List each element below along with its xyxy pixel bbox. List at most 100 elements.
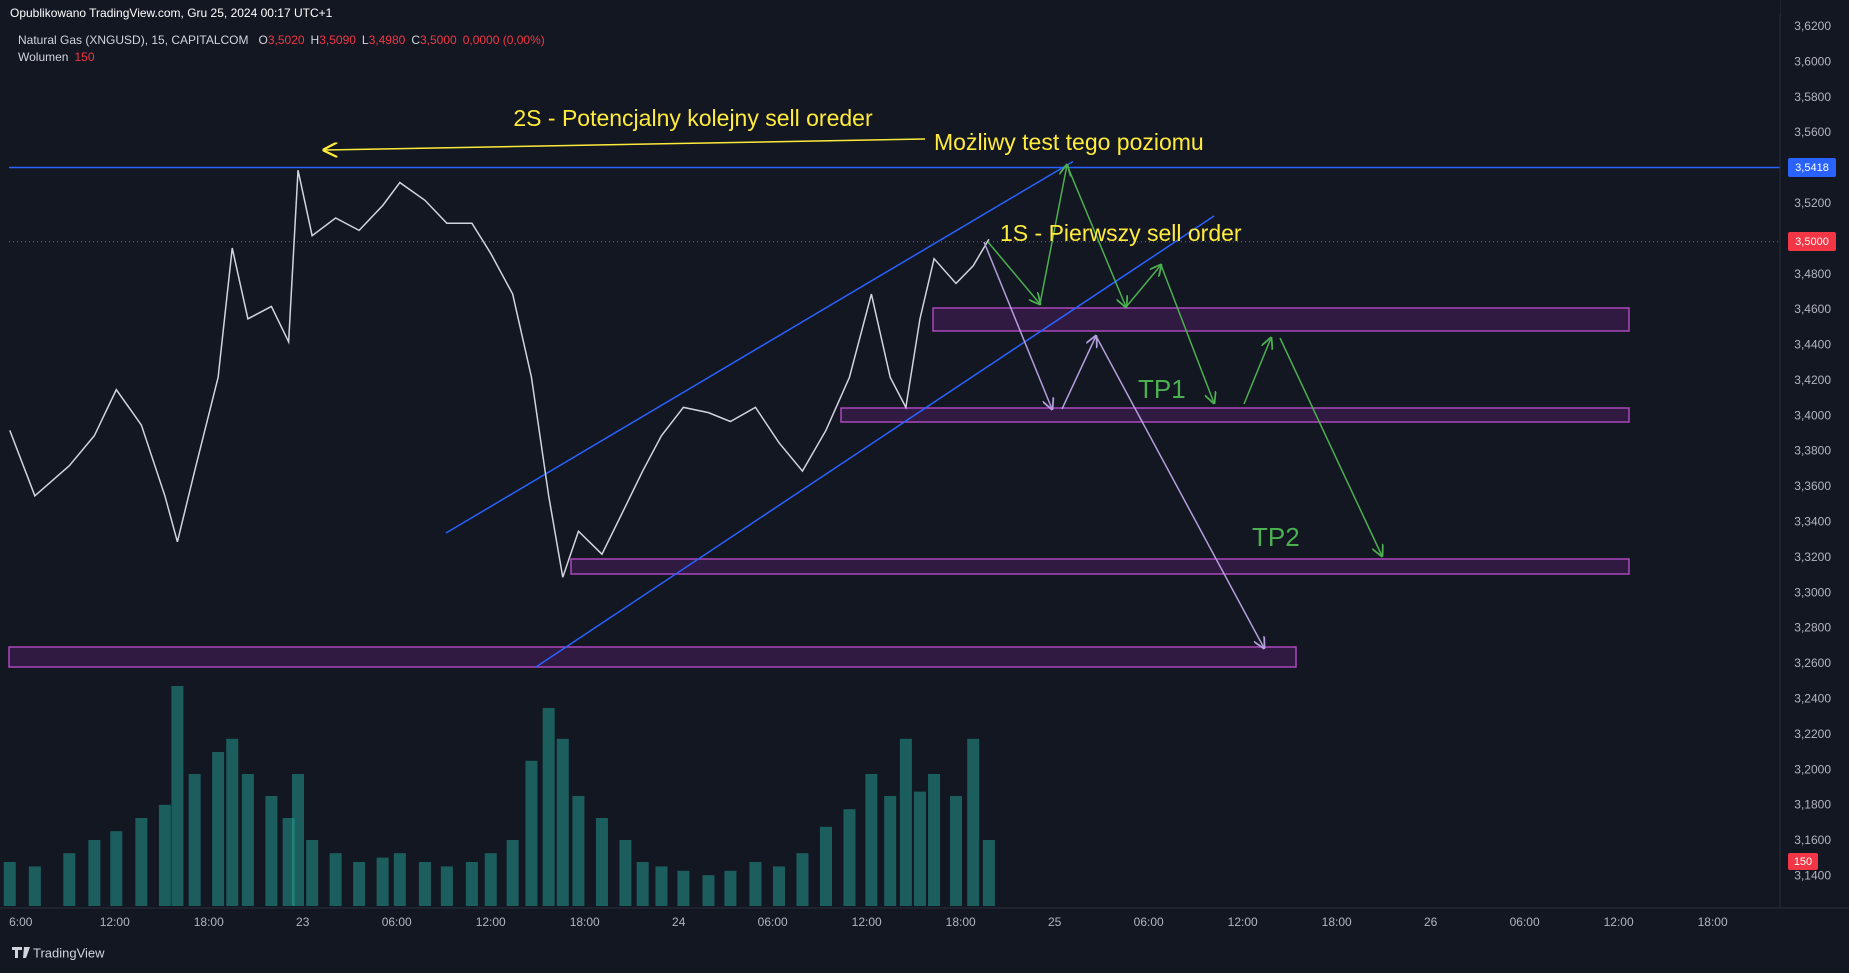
volume-bar	[506, 840, 519, 906]
volume-bar	[619, 840, 632, 906]
ohlc-value: 3,4980	[369, 33, 406, 47]
volume-bar	[677, 870, 690, 906]
volume-bar	[158, 804, 171, 906]
ohlc-value: 3,5090	[319, 33, 356, 47]
price-axis	[1780, 0, 1849, 908]
header-bar	[0, 0, 1780, 14]
volume-bar	[982, 840, 995, 906]
arrow	[1066, 164, 1126, 307]
y-tick-label: 3,5800	[1794, 90, 1831, 104]
volume-bar	[525, 760, 538, 906]
y-tick-label: 3,3200	[1794, 550, 1831, 564]
ohlc-label: O	[259, 33, 268, 47]
volume-bar	[655, 866, 668, 906]
price-tag	[1788, 158, 1836, 177]
annotation: 2S - Potencjalny kolejny sell oreder	[513, 105, 873, 131]
volume-bar	[393, 853, 406, 906]
volume-bar	[465, 862, 478, 906]
x-tick-label: 12:00	[476, 915, 506, 929]
zones	[8, 307, 1630, 668]
volume-bar	[843, 809, 856, 906]
y-tick-label: 3,3600	[1794, 479, 1831, 493]
zone	[8, 646, 1297, 668]
volume-bar	[282, 818, 295, 906]
symbol-name: Natural Gas (XNGUSD), 15, CAPITALCOM	[18, 33, 249, 47]
y-tick-label: 3,2400	[1794, 692, 1831, 706]
volume-bar	[241, 774, 254, 906]
channel-upper	[445, 160, 1074, 534]
volume-tag	[1788, 853, 1818, 870]
volume-tag-label: 150	[1794, 856, 1812, 868]
y-tick-label: 3,4000	[1794, 408, 1831, 422]
ohlc-value: 3,5000	[420, 33, 457, 47]
x-tick-label: 12:00	[100, 915, 130, 929]
y-tick-label: 3,1600	[1794, 833, 1831, 847]
zone	[932, 307, 1630, 332]
volume-bar	[595, 818, 608, 906]
price-tag-label: 3,5418	[1795, 162, 1829, 174]
volume-bar	[899, 738, 912, 906]
logo	[12, 947, 30, 958]
volume-bar	[306, 840, 319, 906]
x-tick-label: 06:00	[758, 915, 788, 929]
volume-legend: Wolumen 150	[18, 50, 95, 64]
y-tick-label: 3,2600	[1794, 656, 1831, 670]
annotation: TP2	[1252, 522, 1300, 552]
volume-bar	[749, 862, 762, 906]
y-tick-label: 3,4200	[1794, 373, 1831, 387]
y-tick-label: 3,5600	[1794, 125, 1831, 139]
y-tick-label: 3,2200	[1794, 727, 1831, 741]
volume-bar	[796, 853, 809, 906]
ohlc-label: C	[411, 33, 420, 47]
channel-lower	[535, 215, 1215, 668]
volume-legend-value: 150	[74, 50, 94, 64]
annotation: TP1	[1138, 374, 1186, 404]
ohlc-label: H	[311, 33, 320, 47]
ohlc-label: L	[362, 33, 369, 47]
arrow	[1279, 337, 1382, 556]
volume-bar	[376, 857, 389, 906]
arrow	[987, 241, 1040, 304]
volume-bar	[865, 774, 878, 906]
y-tick-label: 3,6000	[1794, 54, 1831, 68]
volume-bar	[724, 870, 737, 906]
volume-bar	[949, 796, 962, 906]
price	[9, 170, 990, 578]
arrow	[983, 241, 1052, 409]
volume-bar	[556, 738, 569, 906]
volume-bar	[913, 791, 926, 906]
volume-bar	[28, 866, 41, 906]
x-tick-label: 12:00	[1228, 915, 1258, 929]
arrow	[1095, 335, 1264, 648]
axes: 3,1400 3,1600 3,1800 3,2000 3,2200 3,2400 3,26…	[9, 19, 1831, 929]
ohlc-value: 3,5020	[268, 33, 305, 47]
x-tick-label: 06:00	[382, 915, 412, 929]
zone	[570, 558, 1630, 575]
volume-bar	[292, 774, 305, 906]
volume-bar	[542, 708, 555, 906]
y-tick-label: 3,1800	[1794, 798, 1831, 812]
y-tick-label: 3,6200	[1794, 19, 1831, 33]
volume-bar	[63, 853, 76, 906]
volume-bar	[636, 862, 649, 906]
annotation: Możliwy test tego poziomu	[934, 129, 1204, 155]
y-tick-label: 3,3400	[1794, 515, 1831, 529]
arrow	[1243, 338, 1271, 405]
volume	[3, 686, 995, 906]
y-tick-label: 3,4400	[1794, 338, 1831, 352]
volume-bar	[967, 738, 980, 906]
volume-bar	[772, 866, 785, 906]
volume-bar	[135, 818, 148, 906]
annotation: 1S - Pierwszy sell order	[1000, 220, 1242, 246]
x-tick-label: 23	[296, 915, 310, 929]
volume-bar	[3, 862, 16, 906]
arrow	[324, 138, 926, 150]
y-tick-label: 3,2000	[1794, 762, 1831, 776]
volume-bar	[702, 875, 715, 906]
volume-bar	[171, 686, 184, 906]
arrow	[1160, 264, 1214, 403]
purple-arrows	[983, 241, 1264, 648]
volume-bar	[353, 862, 366, 906]
volume-bar	[484, 853, 497, 906]
